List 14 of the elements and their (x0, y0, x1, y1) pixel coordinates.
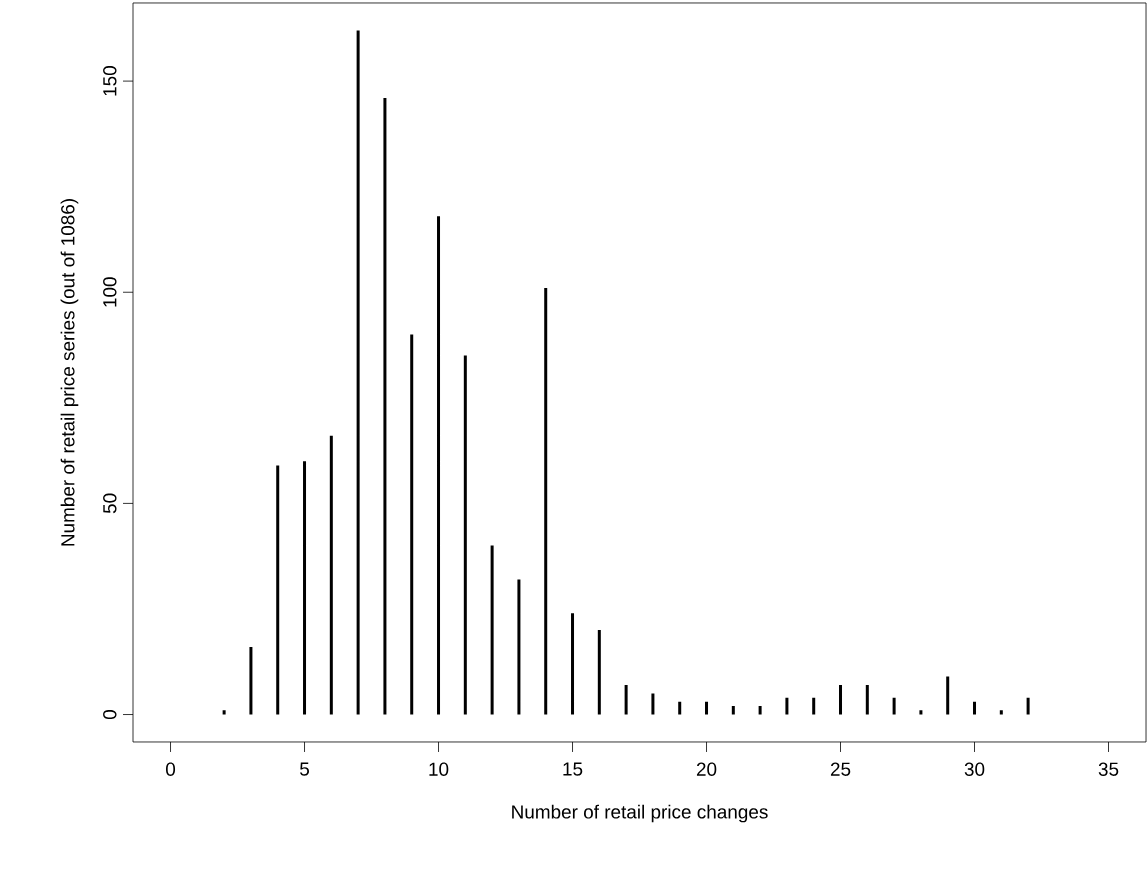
x-tick-label: 25 (830, 762, 851, 776)
x-tick-label: 10 (429, 762, 449, 776)
y-tick-label: 0 (103, 710, 117, 720)
y-axis-title: Number of retail price series (out of 1086) (60, 199, 79, 546)
x-tick-label: 5 (300, 762, 309, 776)
x-tick-label: 30 (964, 762, 985, 776)
x-axis-title: Number of retail price changes (512, 804, 768, 823)
y-tick-label: 100 (103, 277, 117, 307)
x-tick-label: 0 (166, 762, 176, 776)
x-tick-label: 15 (563, 762, 583, 776)
y-tick-label: 150 (103, 66, 117, 96)
x-tick-label: 35 (1098, 762, 1119, 776)
y-tick-label: 50 (103, 493, 117, 514)
x-tick-label: 20 (696, 762, 717, 776)
